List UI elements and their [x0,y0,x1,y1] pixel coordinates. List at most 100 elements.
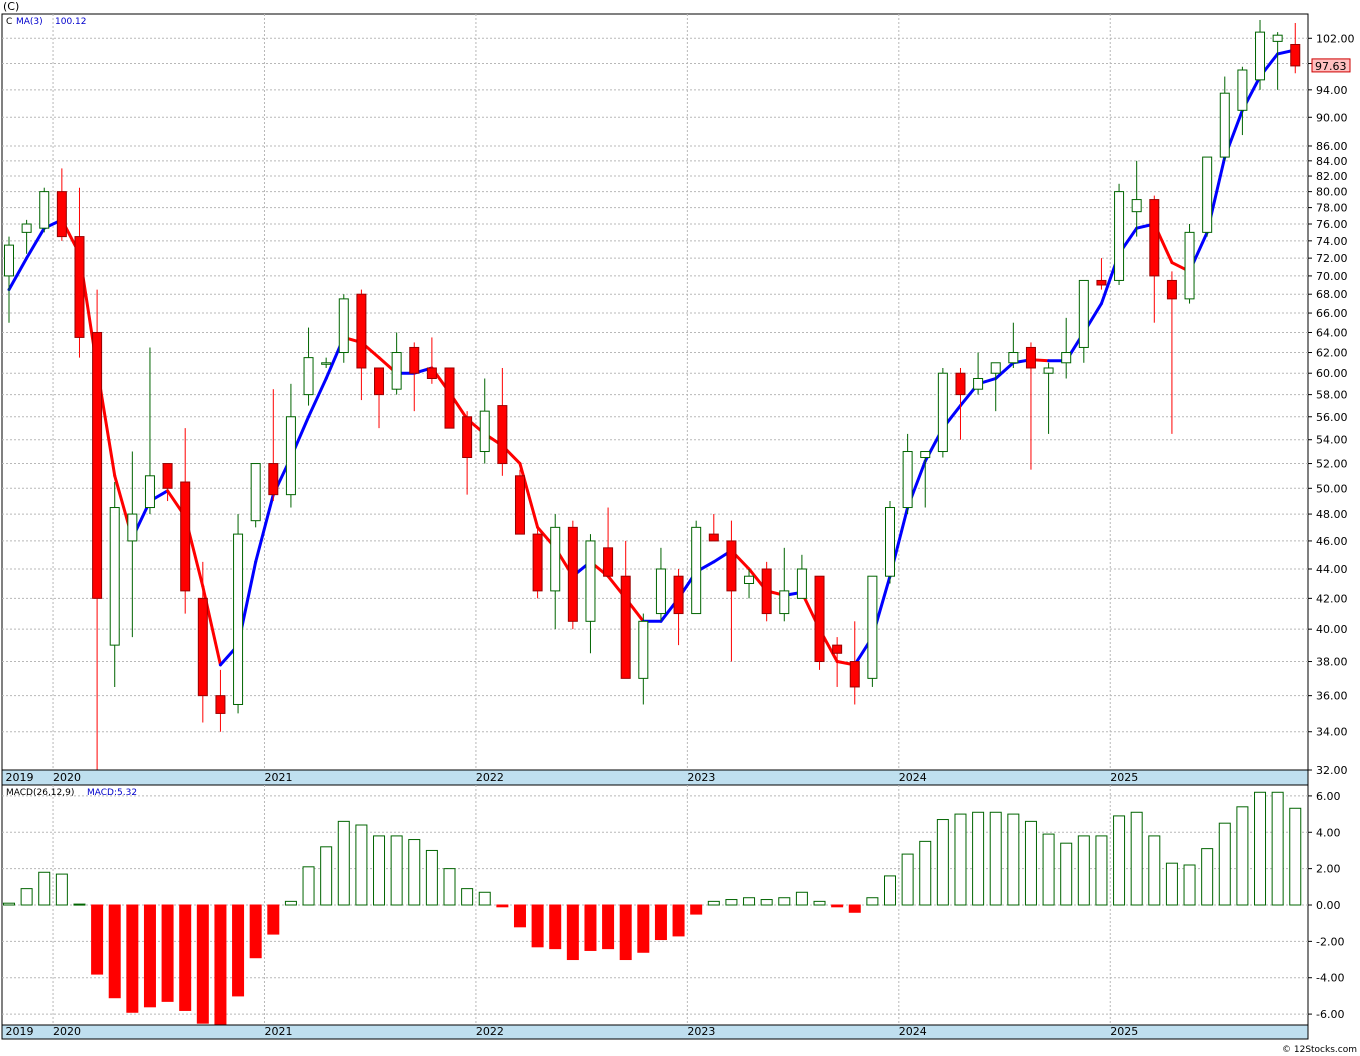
candle-body [638,620,649,679]
candle-body [92,331,103,599]
macd-bar [214,904,227,1026]
macd-bar [390,835,403,906]
macd-bar [1254,791,1267,906]
price-panel: 32.00 34.00 36.00 38.00 40.00 42.00 44.00 46.00… [1,13,1355,786]
legend-symbol: C [6,17,12,27]
candle-body [1114,191,1125,281]
price-y-tick-label: 90.00 [1316,111,1348,124]
price-x-tick-label: 2022 [476,771,504,784]
macd-bar [1201,848,1214,906]
candle-body [1061,352,1072,364]
candle-body [285,416,296,496]
macd-bar [1218,822,1231,906]
candle-body [215,695,226,714]
candle-body [1096,279,1107,286]
macd-bar [425,849,438,906]
price-x-tick-label: 2024 [899,771,927,784]
macd-legend: MACD(26,12,9) MACD:5.32 [6,788,137,798]
candle-body [4,244,14,277]
candle-body [1166,279,1177,300]
candle-body [726,540,737,592]
macd-bar [566,904,579,961]
price-y-tick-label: 70.00 [1316,270,1348,283]
candle-body [356,293,367,369]
macd-y-tick-label: 0.00 [1316,899,1341,912]
macd-x-tick-label: 2022 [476,1025,504,1038]
price-legend: C MA(3) 100.12 [6,17,87,27]
macd-x-axis: 2019 2020 2021 2022 2023 2024 2025 [5,1025,1138,1038]
macd-bar [126,904,139,1013]
candles [4,19,1301,770]
macd-bar [179,904,192,1011]
macd-bar [161,904,174,1002]
price-y-tick-label: 94.00 [1316,84,1348,97]
candle-body [409,346,420,374]
candle-body [1184,231,1195,300]
ma3-segment [518,462,540,529]
last-price-box [1311,58,1351,73]
candle-body [338,298,349,354]
macd-bar [690,904,703,915]
candle-body [849,661,860,688]
price-y-tick-label: 82.00 [1316,170,1348,183]
macd-x-tick-label: 2023 [687,1025,715,1038]
macd-panel: -6.00 -4.00 -2.00 0.00 2.00 4.00 6.00 2019 2020… [1,784,1344,1040]
macd-x-tick-label: 2019 [5,1025,33,1038]
candle-body [990,362,1001,374]
symbol-label: (C) [3,0,19,13]
macd-bar [1271,791,1284,906]
macd-bar [672,904,685,937]
candle-body [673,575,684,615]
candle-body [1219,92,1230,158]
price-x-tick-label: 2025 [1110,771,1138,784]
macd-bar [707,900,720,906]
macd-y-tick-label: -4.00 [1316,972,1344,985]
macd-bar [919,840,932,906]
macd-bar [320,846,333,906]
macd-bar [1165,862,1178,906]
price-y-tick-label: 80.00 [1316,186,1348,199]
price-y-tick-label: 36.00 [1316,690,1348,703]
candle-body [937,372,948,453]
candle-body [1255,31,1266,81]
macd-bar [408,839,421,906]
macd-bar [725,899,738,906]
candle-body [532,533,543,592]
candle-body [1272,34,1283,42]
price-y-tick-label: 102.00 [1316,32,1355,45]
macd-y-tick-label: -2.00 [1316,935,1344,948]
price-x-tick-label: 2019 [5,771,33,784]
ma3-segment [254,493,275,564]
macd-bar [901,853,914,906]
macd-date-strip [1,1024,1309,1040]
ma3-segment [994,361,1015,380]
macd-bar [866,897,879,906]
macd-bar [513,904,526,928]
macd-bar [1148,835,1161,906]
price-y-tick-label: 84.00 [1316,155,1348,168]
macd-bar [478,891,491,906]
macd-bar [1289,807,1302,906]
macd-bar [954,813,967,906]
macd-bar [602,904,615,950]
macd-x-tick-label: 2020 [53,1025,81,1038]
macd-bar [743,897,756,906]
candle-body [1149,199,1160,277]
candle-body [303,357,314,396]
macd-bar [531,904,544,948]
candle-body [744,575,755,585]
candle-body [479,410,490,453]
macd-bar [20,888,33,906]
price-y-tick-label: 46.00 [1316,535,1348,548]
last-price-label: 97.63 [1315,60,1347,73]
candle-body [56,191,67,238]
candle-body [867,575,878,679]
macd-y-tick-label: 4.00 [1316,826,1341,839]
macd-bar [443,868,456,906]
macd-bar [1095,835,1108,906]
candle-body [1290,43,1301,67]
price-y-tick-label: 64.00 [1316,326,1348,339]
macd-bar [584,904,597,951]
macd-bar [831,904,844,908]
